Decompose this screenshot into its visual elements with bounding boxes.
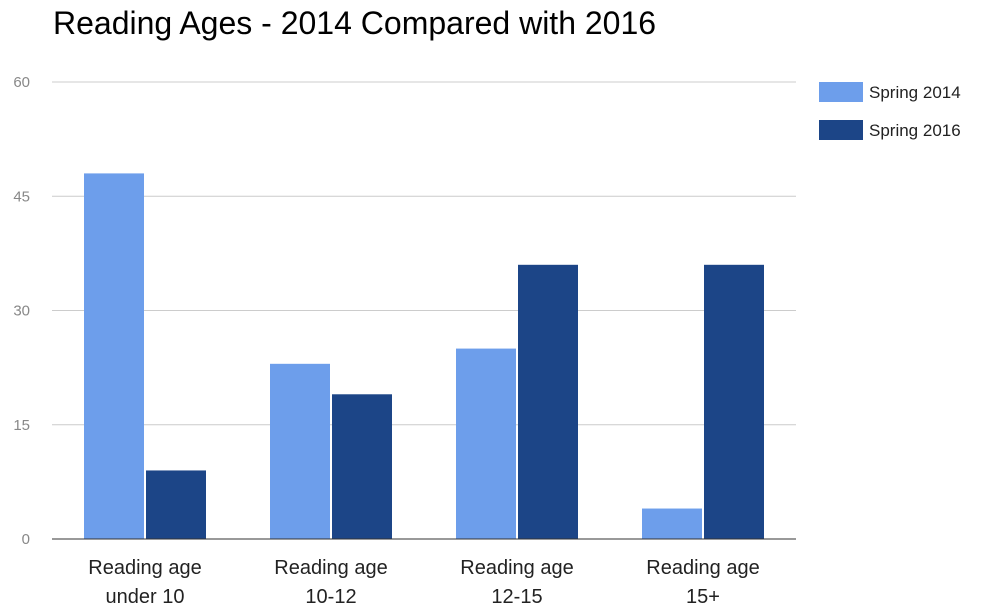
legend: Spring 2014 Spring 2016 (819, 82, 961, 140)
x-tick-label: Reading age (646, 557, 759, 579)
bar-spring-2016-1 (146, 470, 206, 539)
legend-swatch (819, 82, 863, 102)
x-tick-label: under 10 (106, 586, 185, 608)
bar-spring-2016-4 (704, 264, 764, 539)
x-tick-label: 10-12 (305, 586, 356, 608)
bar-spring-2014-2 (270, 363, 330, 539)
bar-spring-2016-2 (332, 394, 392, 539)
bar-spring-2014-3 (456, 348, 516, 539)
chart-title: Reading Ages - 2014 Compared with 2016 (53, 5, 656, 41)
x-tick-label: 15+ (686, 586, 720, 608)
x-axis-ticks: Reading age under 10 Reading age 10-12 Readi… (88, 557, 759, 608)
y-axis-ticks: 0 15 30 45 60 (13, 74, 30, 548)
legend-label: Spring 2016 (869, 121, 961, 140)
legend-swatch (819, 120, 863, 140)
x-tick-label: 12-15 (491, 586, 542, 608)
x-tick-label: Reading age (88, 557, 201, 579)
y-tick-label: 0 (22, 531, 30, 548)
x-tick-label: Reading age (274, 557, 387, 579)
legend-label: Spring 2014 (869, 83, 961, 102)
bar-spring-2014-1 (84, 173, 144, 539)
y-tick-label: 30 (13, 303, 30, 320)
x-tick-label: Reading age (460, 557, 573, 579)
y-tick-label: 45 (13, 188, 30, 205)
y-tick-label: 60 (13, 74, 30, 91)
bars (84, 173, 764, 539)
bar-spring-2014-4 (642, 508, 702, 539)
y-tick-label: 15 (13, 417, 30, 434)
gridlines (52, 81, 796, 426)
bar-spring-2016-3 (518, 264, 578, 539)
